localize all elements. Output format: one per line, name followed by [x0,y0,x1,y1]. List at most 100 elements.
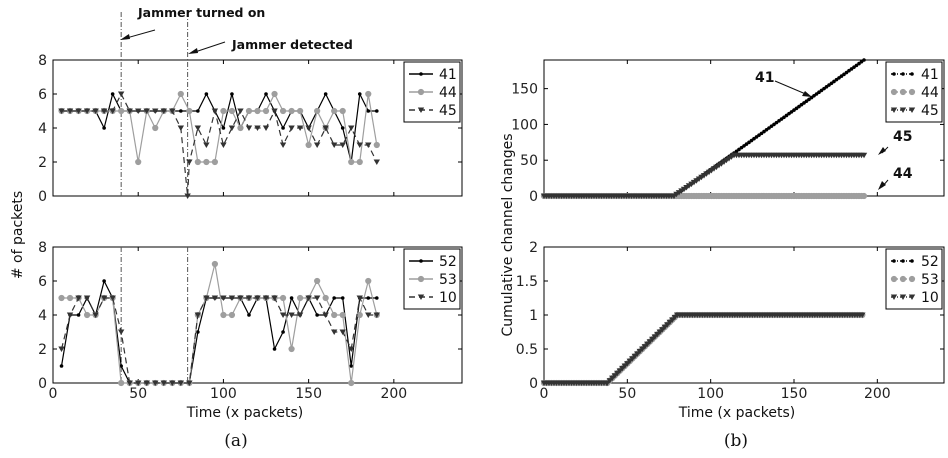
data-point-10 [262,295,270,301]
legend-label-44: 44 [439,85,457,101]
data-point-41 [849,67,854,71]
data-point-45 [117,91,125,97]
data-point-41 [852,65,856,69]
series-line-52 [60,279,377,384]
legend-marker-53 [417,275,425,283]
data-point-44 [279,107,287,115]
y-tick-label: 0 [529,376,538,392]
data-point-41 [102,126,106,130]
x-tick-label: 150 [295,386,322,402]
data-point-53 [83,311,91,319]
data-point-44 [297,107,304,115]
data-point-10 [92,312,99,318]
caption-a: (a) [224,431,247,451]
data-point-41 [819,88,824,93]
data-point-41 [749,138,754,143]
data-point-41 [854,63,859,68]
data-point-10 [373,312,380,318]
x-tick-label: 150 [781,386,808,402]
data-point-44 [237,124,244,132]
data-point-45 [860,152,868,159]
data-point-10 [279,312,287,318]
data-point-41 [357,92,362,96]
legend-label-41: 41 [439,67,457,83]
series-line-53 [61,263,378,384]
data-point-44 [288,107,295,115]
data-point-45 [339,142,346,148]
data-point-44 [271,90,278,98]
chart-a-bottom: 0 50 100 150 200 0 2 4 6 8 52 53 10 [38,240,463,402]
plot-frame [543,59,945,197]
data-point-45 [313,142,321,148]
data-point-45 [211,108,219,114]
x-tick-label: 200 [380,386,407,402]
x-tick-label: 50 [618,386,636,402]
data-point-53 [66,294,74,302]
data-point-45 [186,159,193,165]
data-point-41 [784,113,789,118]
data-point-44 [262,107,270,115]
data-point-41 [752,136,756,141]
legend-label-52: 52 [439,254,457,270]
data-point-41 [767,126,771,130]
data-point-45 [262,125,270,131]
data-point-41 [839,74,844,78]
series-line-44 [61,92,378,163]
data-point-45 [237,108,244,114]
data-point-10 [186,380,193,386]
data-point-41 [789,110,794,114]
legend-marker-53 [899,275,907,283]
data-point-44 [203,158,210,166]
a-xlabel: Time (x packets) [186,405,304,421]
data-point-53 [322,294,329,302]
data-point-10 [75,295,82,301]
data-point-45 [92,108,99,114]
data-point-41 [812,93,816,98]
y-tick-label: 8 [38,240,47,256]
data-point-45 [245,125,253,131]
data-point-53 [339,311,346,319]
legend-marker-45 [890,107,898,113]
data-point-45 [296,125,304,131]
data-point-10 [313,295,321,301]
data-point-45 [58,108,65,114]
jammer-detected-arrowhead [188,48,198,54]
data-point-52 [366,296,371,300]
legend-label-53: 53 [921,272,939,288]
data-point-44 [186,107,193,115]
data-point-45 [184,193,191,199]
data-point-45 [322,125,329,131]
data-point-41 [782,115,786,120]
data-point-45 [160,108,167,114]
data-point-41 [744,142,749,146]
chart-a-top: 0 2 4 6 8 41 44 45 [38,12,463,205]
data-point-52 [59,364,64,368]
data-point-10 [83,295,91,301]
data-point-45 [152,108,159,114]
data-point-10 [228,295,236,301]
data-point-52 [281,330,285,334]
y-tick-label: 4 [38,308,47,324]
data-point-41 [834,77,839,82]
a-ylabel: # of packets [10,191,26,279]
y-tick-label: 6 [38,274,47,290]
data-point-44 [373,141,380,149]
data-point-53 [279,294,287,302]
legend-marker-52 [910,259,914,263]
data-point-45 [66,108,74,114]
data-point-41 [802,101,806,105]
data-point-45 [271,108,278,114]
data-point-10 [152,380,159,386]
legend-marker-45 [417,107,425,113]
data-point-45 [109,108,116,114]
legend-marker-41 [892,72,896,76]
data-point-53 [314,277,321,285]
data-point-10 [109,295,116,301]
data-point-41 [817,90,821,95]
data-point-53 [211,260,218,268]
data-point-53 [118,379,125,387]
y-tick-label: 100 [511,117,538,133]
legend-marker-45 [899,107,907,113]
legend-label-10: 10 [921,290,939,306]
data-point-45 [194,125,202,131]
